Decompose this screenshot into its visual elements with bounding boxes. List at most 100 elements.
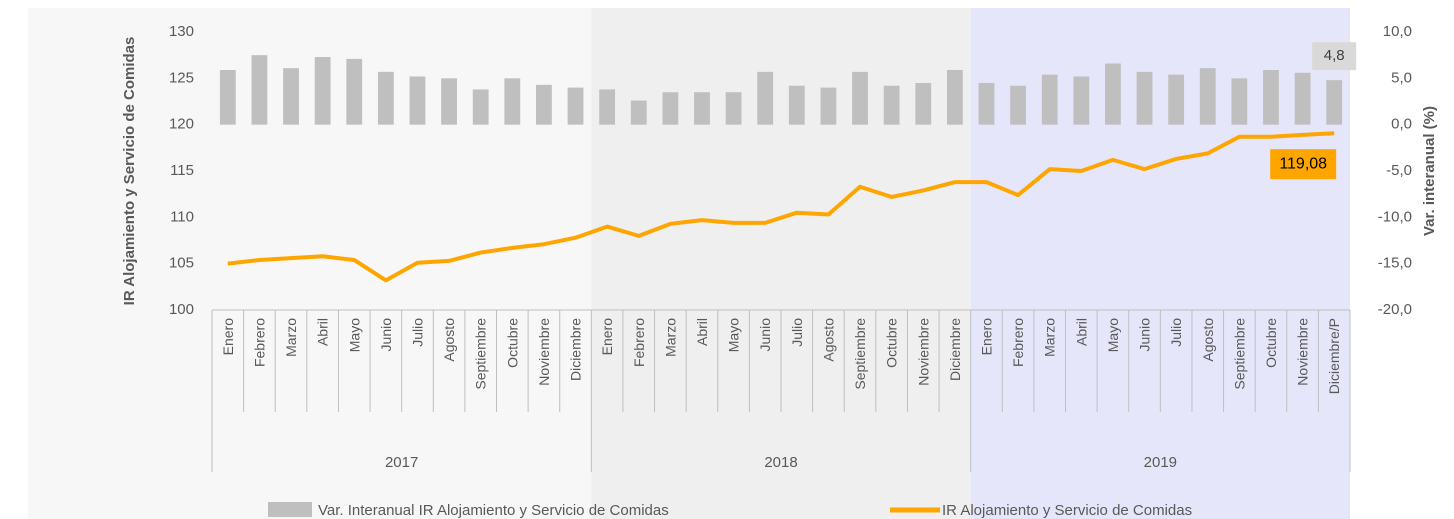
- y-tick-label: 130: [169, 23, 194, 40]
- x-tick-label: Diciembre/P: [1326, 318, 1342, 394]
- x-tick-label: Febrero: [251, 318, 267, 367]
- x-tick-label: Junio: [1137, 318, 1153, 352]
- bar: [567, 87, 584, 125]
- x-tick-label: Febrero: [631, 318, 647, 367]
- bar: [694, 92, 710, 125]
- bar: [788, 85, 805, 125]
- bar: [1199, 68, 1216, 125]
- data-label-box: [1270, 149, 1337, 180]
- year-label: 2017: [385, 454, 418, 471]
- x-tick-label: Julio: [1168, 318, 1184, 347]
- year-band: [591, 8, 971, 519]
- bar: [219, 69, 236, 125]
- y-axis-title: IR Alojamiento y Servicio de Comidas: [121, 37, 138, 306]
- bar: [599, 89, 616, 125]
- x-tick-label: Enero: [220, 318, 236, 356]
- bar: [504, 78, 521, 125]
- bar: [630, 100, 647, 125]
- bar: [377, 71, 394, 125]
- data-label: 4,8: [1324, 47, 1345, 64]
- bar: [852, 71, 868, 125]
- y2-axis-title: Var. interanual (%): [1421, 106, 1438, 236]
- y2-tick-label: -10,0: [1378, 208, 1412, 225]
- x-tick-label: Mayo: [1105, 318, 1121, 352]
- x-tick-label: Noviembre: [536, 318, 552, 386]
- x-tick-label: Septiembre: [473, 318, 489, 390]
- y-tick-label: 125: [169, 69, 194, 86]
- bar: [441, 78, 457, 125]
- x-tick-label: Julio: [789, 318, 805, 347]
- y2-tick-label: -20,0: [1378, 301, 1412, 318]
- bar: [757, 71, 774, 125]
- year-band: [28, 8, 592, 519]
- bar: [820, 87, 837, 125]
- x-tick-label: Enero: [599, 318, 615, 356]
- x-tick-label: Abril: [315, 318, 331, 346]
- x-tick-label: Noviembre: [915, 318, 931, 386]
- y2-tick-label: -5,0: [1386, 162, 1412, 179]
- bar: [1326, 80, 1343, 125]
- x-tick-label: Noviembre: [1295, 318, 1311, 386]
- bar: [1010, 85, 1026, 125]
- x-tick-label: Enero: [978, 318, 994, 356]
- y2-tick-label: -15,0: [1378, 255, 1412, 272]
- x-tick-label: Octubre: [1263, 318, 1279, 368]
- bar: [883, 85, 900, 125]
- bar: [1136, 71, 1153, 125]
- x-tick-label: Abril: [1073, 318, 1089, 346]
- year-band: [970, 8, 1350, 519]
- x-tick-label: Mayo: [726, 318, 742, 352]
- x-tick-label: Octubre: [884, 318, 900, 368]
- data-label-box: [1312, 42, 1357, 71]
- y2-tick-label: 0,0: [1391, 116, 1412, 133]
- data-label: 119,08: [1279, 155, 1327, 172]
- bar: [946, 69, 963, 125]
- year-label: 2019: [1144, 454, 1177, 471]
- x-tick-label: Agosto: [820, 318, 836, 362]
- x-tick-label: Julio: [409, 318, 425, 347]
- x-tick-label: Septiembre: [852, 318, 868, 390]
- bar: [1294, 72, 1311, 125]
- bar: [1041, 74, 1058, 125]
- bar: [472, 89, 489, 125]
- x-tick-label: Marzo: [283, 318, 299, 357]
- bar: [725, 92, 742, 125]
- legend-label: Var. Interanual IR Alojamiento y Servici…: [318, 502, 669, 519]
- y-tick-label: 115: [170, 162, 194, 179]
- x-tick-label: Octubre: [504, 318, 520, 368]
- bar: [314, 57, 331, 125]
- legend-swatch: [268, 502, 312, 517]
- bar: [409, 76, 426, 125]
- bar: [1073, 76, 1090, 125]
- bar: [346, 58, 363, 125]
- x-tick-label: Diciembre: [947, 318, 963, 381]
- bar: [978, 82, 995, 125]
- bar: [915, 82, 932, 125]
- x-tick-label: Mayo: [346, 318, 362, 352]
- x-tick-label: Junio: [757, 318, 773, 352]
- x-tick-label: Marzo: [1042, 318, 1058, 357]
- bar: [1231, 78, 1248, 125]
- x-tick-label: Junio: [378, 318, 394, 352]
- x-tick-label: Diciembre: [568, 318, 584, 381]
- bar: [1263, 69, 1279, 125]
- bar: [283, 68, 299, 125]
- y-tick-label: 105: [169, 255, 194, 272]
- x-tick-label: Abril: [694, 318, 710, 346]
- bar: [662, 92, 679, 125]
- year-label: 2018: [764, 454, 797, 471]
- bar: [251, 55, 268, 125]
- x-tick-label: Febrero: [1010, 318, 1026, 367]
- y2-tick-label: 10,0: [1383, 23, 1412, 40]
- x-tick-label: Septiembre: [1231, 318, 1247, 390]
- y-tick-label: 100: [169, 301, 194, 318]
- bar: [536, 84, 552, 125]
- y-tick-label: 110: [170, 208, 194, 225]
- y-tick-label: 120: [169, 116, 194, 133]
- bar: [1168, 74, 1185, 125]
- bar: [1105, 63, 1121, 125]
- x-tick-label: Marzo: [662, 318, 678, 357]
- y2-tick-label: 5,0: [1391, 69, 1412, 86]
- legend-label: IR Alojamiento y Servicio de Comidas: [942, 502, 1192, 519]
